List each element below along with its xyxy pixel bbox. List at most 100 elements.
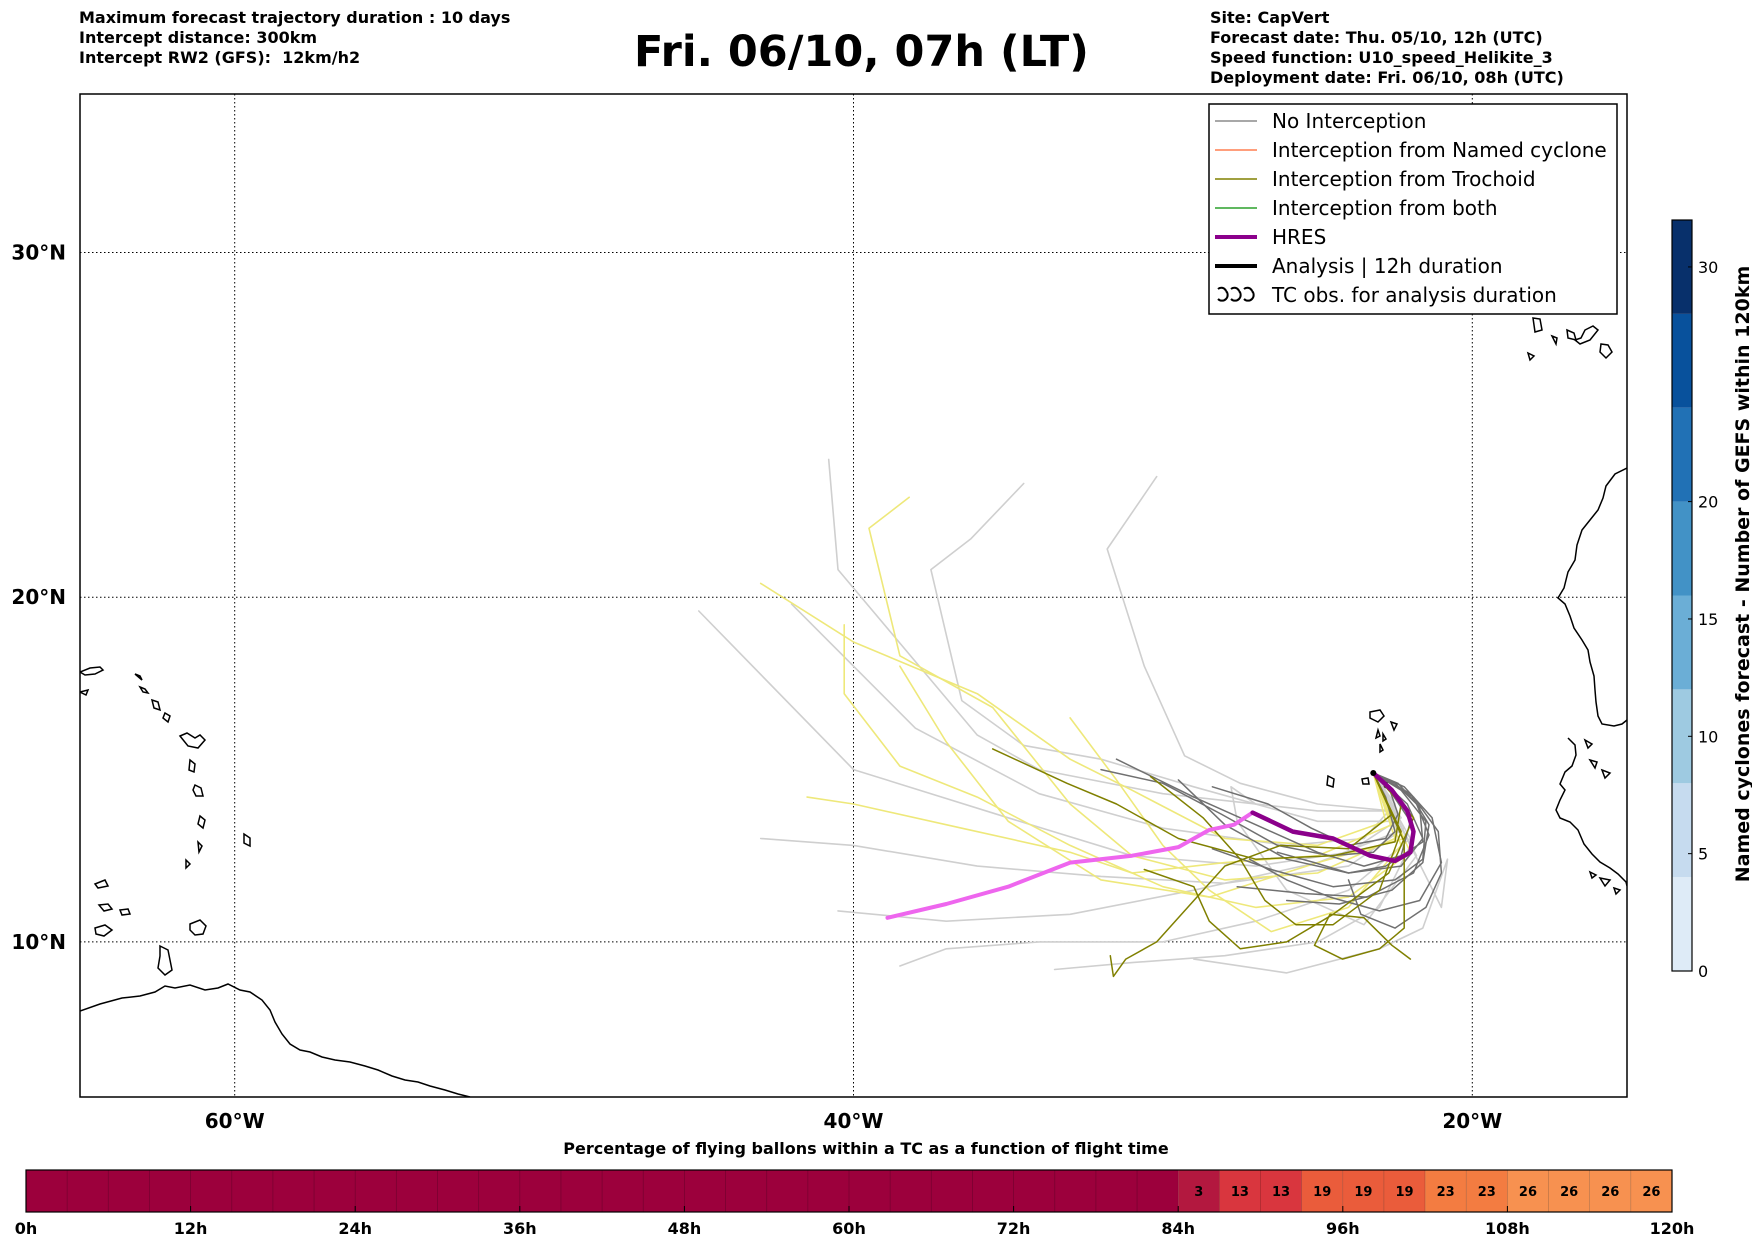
colorbar-segment xyxy=(1672,783,1692,878)
bottom-bar-tick-label: 12h xyxy=(174,1219,208,1238)
colorbar-segment xyxy=(1672,220,1692,314)
trochoid-track xyxy=(1313,772,1412,960)
canary-island-2 xyxy=(1550,334,1558,347)
colorbar-segment xyxy=(1672,501,1692,596)
lake-maracaibo xyxy=(157,944,173,976)
bijagos-islands xyxy=(1588,870,1622,896)
bottom-bar-tick-label: 96h xyxy=(1326,1219,1360,1238)
colorbar-tick-label: 5 xyxy=(1698,845,1708,864)
bottom-bar-cell-value: 26 xyxy=(1560,1185,1578,1200)
bottom-bar-tick-label: 120h xyxy=(1650,1219,1695,1238)
canary-island-5 xyxy=(1599,343,1613,360)
no-interception-track xyxy=(1177,772,1424,874)
legend-box xyxy=(1208,103,1618,315)
colorbar-segment xyxy=(1672,689,1692,784)
legend: No Interception Interception from Named c… xyxy=(1208,103,1618,315)
grenada-island xyxy=(185,858,192,870)
legend-label: Analysis | 12h duration xyxy=(1272,254,1503,278)
cape-verde-island-5 xyxy=(1379,743,1384,754)
trochoid-track xyxy=(1143,772,1415,950)
bottom-bar-cell xyxy=(1548,1169,1591,1213)
bottom-bar-cell xyxy=(1383,1169,1426,1213)
lat-tick-label: 20°N xyxy=(11,585,66,609)
colorbar-tick-label: 10 xyxy=(1698,727,1718,746)
colorbar-tick-label: 15 xyxy=(1698,610,1718,629)
colorbar-label: Named cyclones forecast - Number of GEFS… xyxy=(1732,266,1752,883)
bottom-bar-tick-label: 60h xyxy=(832,1219,866,1238)
legend-label: TC obs. for analysis duration xyxy=(1271,283,1557,307)
no-interception-track xyxy=(1347,772,1443,929)
bottom-bar-tick-label: 84h xyxy=(1161,1219,1195,1238)
bottom-bar-tick-label: 24h xyxy=(338,1219,372,1238)
bottom-bar-tick-label: 0h xyxy=(15,1219,38,1238)
gefs-track xyxy=(930,482,1399,823)
bottom-bar-cell-value: 19 xyxy=(1313,1185,1331,1200)
tc-symbol-icon xyxy=(1217,286,1229,302)
cape-verde-island-7 xyxy=(1361,777,1370,785)
gefs-track xyxy=(837,772,1399,922)
colorbar-tick-label: 0 xyxy=(1698,962,1708,981)
colorbar-segment xyxy=(1672,877,1692,971)
virgin-islands xyxy=(80,688,90,697)
paraguana-peninsula xyxy=(94,924,114,937)
bottom-bar-tick-label: 48h xyxy=(668,1219,702,1238)
launch-site-marker xyxy=(1370,770,1377,777)
curacao-island xyxy=(118,908,132,916)
header-left-line-1: Maximum forecast trajectory duration : 1… xyxy=(79,8,511,27)
south-america-coast xyxy=(80,983,471,1097)
hres-analysis-track xyxy=(1250,770,1416,864)
bottom-bar-cell xyxy=(1589,1169,1632,1213)
bottom-bar-title: Percentage of flying ballons within a TC… xyxy=(563,1139,1169,1158)
lon-tick-label: 20°W xyxy=(1442,1109,1502,1133)
legend-label: Interception from Named cyclone xyxy=(1272,138,1607,162)
trochoid-track xyxy=(1149,772,1402,926)
trochoid-track xyxy=(1109,772,1393,978)
africa-inlets xyxy=(1583,738,1612,780)
island-4 xyxy=(162,711,171,724)
trochoid-track xyxy=(991,748,1402,860)
st-vincent-island xyxy=(197,839,203,855)
map-frame xyxy=(79,93,1628,1098)
lon-tick-label: 60°W xyxy=(205,1109,265,1133)
bottom-bar-cell xyxy=(1342,1169,1385,1213)
header-right-line-1: Site: CapVert xyxy=(1210,8,1330,27)
bottom-bar-cell xyxy=(1424,1169,1467,1213)
no-interception-track xyxy=(1211,772,1427,888)
lat-tick-label: 30°N xyxy=(11,241,66,265)
colorbar-frame xyxy=(1671,219,1693,972)
colorbar-tick-label: 30 xyxy=(1698,258,1718,277)
canary-island-1 xyxy=(1532,317,1543,333)
tobago-island xyxy=(93,879,110,889)
bottom-bar: 3 13 13 19 19 19 23 23 26 26 26 26 0h 12h 24h 36h 48h 60h… xyxy=(15,1169,1695,1238)
page-title: Fri. 06/10, 07h (LT) xyxy=(634,27,1089,77)
bottom-bar-cell-value: 13 xyxy=(1272,1185,1290,1200)
island-3 xyxy=(150,698,162,712)
gefs-cyclone-track xyxy=(806,772,1393,874)
axis-labels: 30°N 20°N 10°N 60°W 40°W 20°W xyxy=(11,241,1502,1133)
colorbar-segment xyxy=(1672,407,1692,502)
header-left-line-3: Intercept RW2 (GFS): 12km/h2 xyxy=(79,48,361,67)
bottom-bar-cell-value: 19 xyxy=(1354,1185,1372,1200)
gefs-track xyxy=(759,772,1405,885)
africa-coast-south xyxy=(1555,737,1627,887)
cape-verde-island-1 xyxy=(1369,709,1385,723)
island-2 xyxy=(138,685,150,695)
bottom-bar-cell xyxy=(1219,1169,1261,1213)
lon-tick-label: 40°W xyxy=(824,1109,884,1133)
barbados-island xyxy=(243,832,251,848)
martinique-island xyxy=(192,783,204,797)
bottom-bar-cell-value: 23 xyxy=(1437,1185,1455,1200)
legend-label: No Interception xyxy=(1272,109,1426,133)
legend-label: Interception from both xyxy=(1272,196,1498,220)
dominica-island xyxy=(188,758,196,774)
gefs-track xyxy=(1193,772,1449,974)
cape-verde-island-3 xyxy=(1374,727,1381,740)
africa-coast xyxy=(1557,467,1627,727)
bottom-bar-cell-value: 19 xyxy=(1395,1185,1413,1200)
gefs-cyclone-track xyxy=(759,582,1387,847)
cape-verde-island-8 xyxy=(1326,774,1335,789)
coastlines xyxy=(80,317,1627,1097)
gefs-track xyxy=(827,458,1387,812)
header-left-line-2: Intercept distance: 300km xyxy=(79,28,318,47)
